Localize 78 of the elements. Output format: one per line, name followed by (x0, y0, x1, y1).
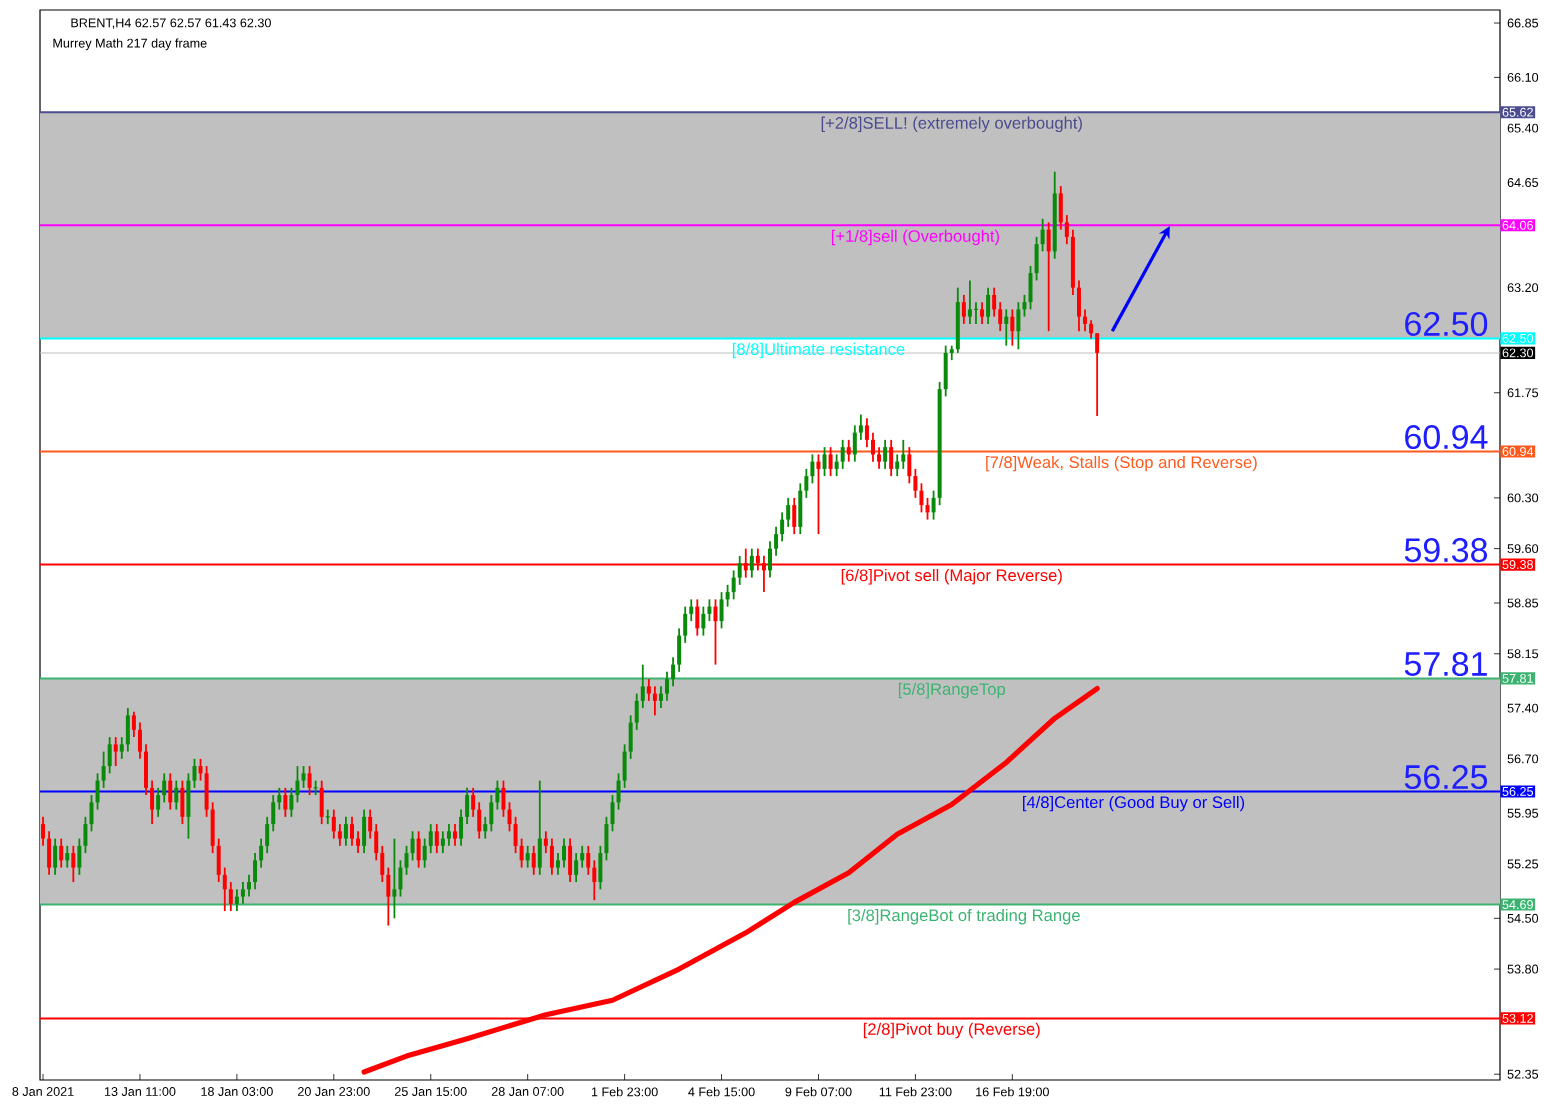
ref-line-label: [7/8]Weak, Stalls (Stop and Reverse) (986, 455, 1257, 472)
candlestick (301, 765, 306, 789)
candlestick (955, 286, 960, 354)
ref-line-label: [6/8]Pivot sell (Major Reverse) (841, 568, 1062, 585)
candlestick (549, 837, 554, 876)
candlestick (53, 837, 58, 876)
candlestick (901, 438, 906, 470)
candlestick (452, 823, 457, 847)
candlestick (1010, 308, 1015, 347)
candlestick (719, 591, 724, 630)
candlestick (574, 852, 579, 883)
ref-line-label: [+2/8]SELL! (extremely overbought) (821, 116, 1082, 133)
candlestick (980, 301, 985, 325)
ref-line-label: [8/8]Ultimate resistance (732, 342, 905, 359)
candlestick (325, 808, 331, 825)
candlestick (125, 707, 130, 753)
candlestick (440, 830, 445, 854)
candlestick (701, 605, 706, 637)
candlestick (1016, 301, 1021, 351)
candlestick (168, 772, 173, 811)
candlestick (313, 779, 319, 796)
candlestick (410, 830, 415, 862)
ref-line-label: [5/8]RangeTop (898, 682, 1006, 699)
candlestick (749, 547, 754, 579)
candlestick (59, 837, 64, 869)
candlestick (537, 779, 542, 876)
candlestick (695, 598, 700, 637)
candlestick (1046, 221, 1051, 333)
candlestick (416, 830, 421, 869)
candlestick (319, 779, 324, 825)
candlestick (961, 293, 966, 325)
candlestick (967, 279, 972, 325)
candlestick (792, 496, 797, 536)
candlestick (392, 837, 397, 920)
candlestick (907, 446, 912, 485)
candlestick (174, 779, 179, 811)
ref-line-label: [3/8]RangeBot of trading Range (848, 908, 1080, 925)
candlestick (180, 779, 185, 825)
candlestick (71, 844, 76, 883)
candlestick (283, 786, 288, 818)
candlestick (307, 765, 312, 796)
candlestick (234, 888, 239, 912)
candlestick (343, 815, 348, 847)
candlestick (434, 823, 439, 854)
candlestick (822, 446, 827, 478)
candlestick (883, 438, 888, 470)
ref-line-label: [+1/8]sell (Overbought) (831, 229, 999, 246)
candlestick (446, 823, 451, 847)
candlestick (1004, 308, 1009, 347)
candlestick (331, 808, 336, 840)
candlestick (713, 598, 718, 666)
candlestick (525, 844, 530, 869)
candlestick (840, 438, 845, 470)
candlestick (289, 786, 294, 818)
candlestick (568, 837, 573, 883)
candlestick (65, 844, 70, 869)
ref-line-label: [2/8]Pivot buy (Reverse) (863, 1022, 1040, 1039)
candlestick (240, 881, 245, 905)
candlestick (816, 453, 821, 536)
annotation: 56.25 (1404, 765, 1488, 790)
candlestick (113, 736, 118, 767)
candlestick (846, 438, 851, 463)
candlestick (501, 779, 506, 818)
candlestick (362, 808, 367, 854)
annotation: 62.50 (1405, 311, 1488, 336)
ref-line-label: [4/8]Center (Good Buy or Sell) (1023, 795, 1245, 812)
candlestick (186, 772, 191, 840)
annotation: 57.81 (1404, 651, 1487, 676)
candlestick (889, 438, 894, 478)
candlestick (986, 286, 991, 325)
annotation: 59.38 (1404, 538, 1488, 563)
candlestick (925, 496, 930, 521)
candlestick (828, 446, 833, 478)
candlestick (652, 685, 657, 717)
annotation: 60.94 (1405, 425, 1488, 450)
candlestick (562, 837, 567, 869)
candlestick (350, 815, 354, 847)
candlestick (531, 844, 536, 876)
